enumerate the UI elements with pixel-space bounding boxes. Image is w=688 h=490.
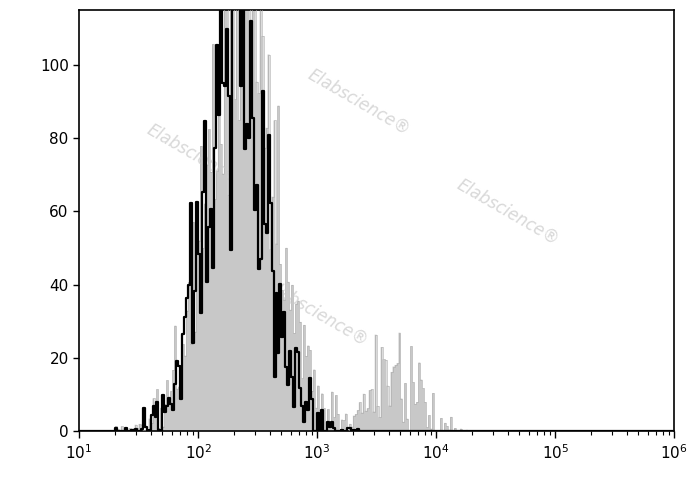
Text: Elabscience®: Elabscience®: [144, 121, 252, 194]
Text: Elabscience®: Elabscience®: [263, 277, 372, 350]
Text: Elabscience®: Elabscience®: [453, 175, 562, 248]
Text: Elabscience®: Elabscience®: [305, 66, 413, 139]
